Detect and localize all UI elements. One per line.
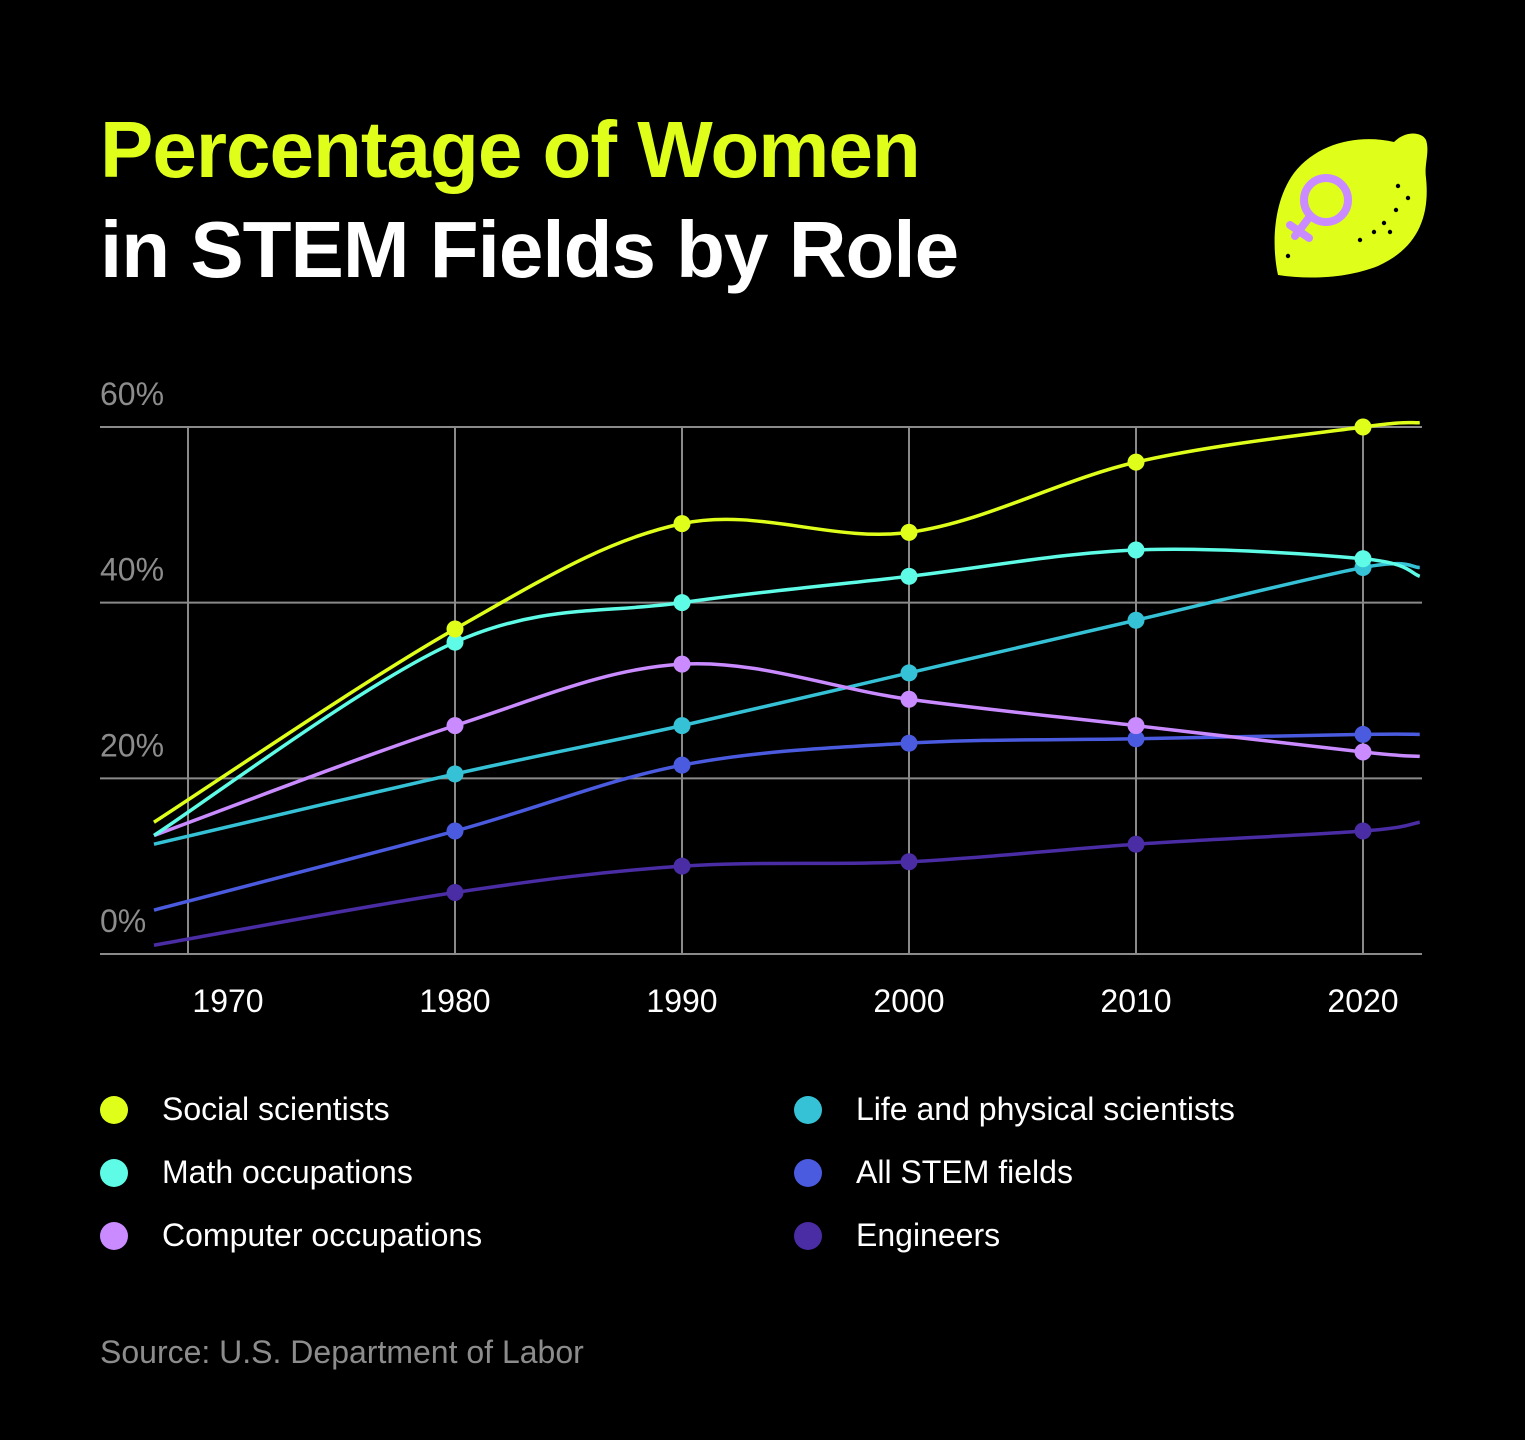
legend-swatch (794, 1095, 822, 1124)
line-chart: 0% 20% 40% 60% 1970 1980 1990 2000 2010 2020 (100, 376, 1422, 1019)
legend-item: Math occupations (100, 1141, 482, 1204)
legend-column-right: Life and physical scientists All STEM fie… (794, 1078, 1235, 1267)
source-note: Source: U.S. Department of Labor (100, 1334, 584, 1370)
data-point (1354, 418, 1372, 436)
data-point (900, 664, 918, 682)
legend-item: Computer occupations (100, 1204, 482, 1267)
series-line (153, 561, 1420, 846)
legend-label: Computer occupations (162, 1217, 483, 1253)
x-tick-label: 2000 (873, 983, 944, 1019)
y-tick-label: 40% (100, 552, 164, 588)
data-point (446, 717, 464, 735)
lemon-female-symbol-icon (1274, 133, 1428, 278)
data-point (1127, 730, 1145, 748)
legend-column-left: Social scientists Math occupations Compute… (100, 1078, 482, 1267)
x-tick-label: 1980 (419, 983, 490, 1019)
data-point (1354, 725, 1372, 743)
data-point (900, 523, 918, 541)
chart-title-line-1: Percentage of Women (100, 105, 921, 194)
legend-label: Life and physical scientists (856, 1091, 1235, 1127)
data-point (1354, 822, 1372, 840)
legend-swatch (100, 1221, 128, 1250)
data-point (673, 857, 691, 875)
data-point (673, 515, 691, 533)
data-point (900, 690, 918, 708)
data-point (1354, 550, 1372, 568)
y-tick-label: 0% (100, 903, 146, 939)
data-point (673, 717, 691, 735)
legend-swatch (100, 1158, 128, 1187)
data-point (1127, 453, 1145, 471)
series-line (153, 820, 1421, 947)
y-tick-label: 20% (100, 727, 164, 763)
data-point (1354, 743, 1372, 761)
data-point (673, 756, 691, 774)
legend-label: Engineers (856, 1217, 1001, 1253)
x-tick-label: 2010 (1100, 983, 1171, 1019)
legend-label: Social scientists (162, 1091, 390, 1127)
legend-swatch (794, 1158, 822, 1187)
legend-swatch (794, 1221, 822, 1250)
legend-label: Math occupations (162, 1154, 413, 1190)
legend-swatch (100, 1095, 128, 1124)
legend-item: Life and physical scientists (794, 1078, 1235, 1141)
chart-title-line-2: in STEM Fields by Role (100, 205, 959, 294)
x-tick-label: 1970 (192, 983, 263, 1019)
data-point (446, 620, 464, 638)
x-tick-label: 2020 (1327, 983, 1398, 1019)
data-point (446, 765, 464, 783)
data-point (446, 822, 464, 840)
x-tick-label: 1990 (646, 983, 717, 1019)
legend-item: Engineers (794, 1204, 1235, 1267)
data-point (1127, 717, 1145, 735)
data-point (900, 567, 918, 585)
series-line (153, 661, 1420, 838)
chart-title: Percentage of Women in STEM Fields by Ro… (100, 100, 959, 300)
data-point (446, 633, 464, 651)
legend-label: All STEM fields (856, 1154, 1073, 1190)
data-point (446, 884, 464, 902)
legend-item: Social scientists (100, 1078, 482, 1141)
y-tick-label: 60% (100, 376, 164, 412)
data-point (1127, 835, 1145, 853)
data-point (900, 734, 918, 752)
series-line (153, 732, 1420, 912)
series-line (153, 547, 1421, 837)
data-point (673, 655, 691, 673)
series-line (153, 420, 1420, 824)
legend-item: All STEM fields (794, 1141, 1235, 1204)
data-point (900, 853, 918, 871)
data-point (1127, 541, 1145, 559)
data-point (673, 594, 691, 612)
data-point (1127, 611, 1145, 629)
